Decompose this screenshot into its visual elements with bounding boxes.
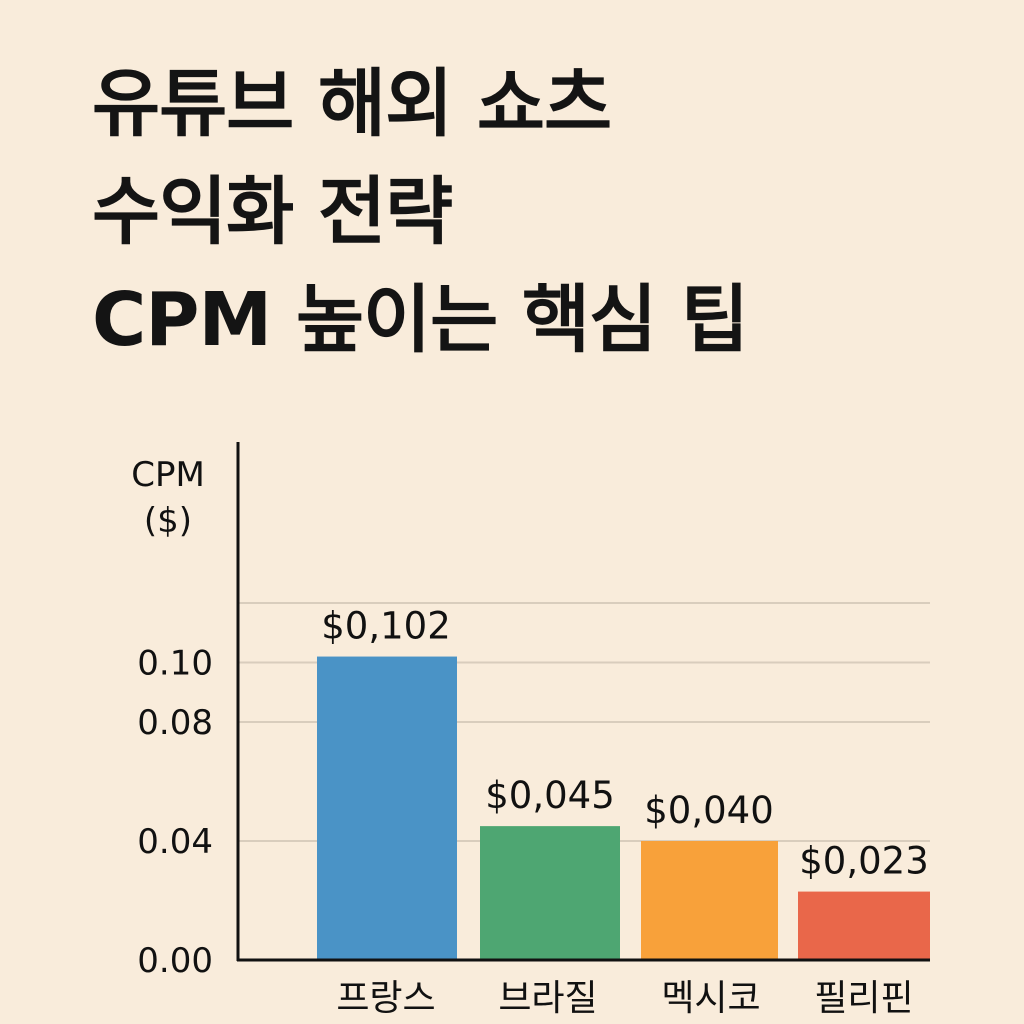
y-tick-label: 0.10 (137, 644, 213, 684)
bar-value-label: $0,045 (485, 774, 614, 817)
title-line-1: 유튜브 해외 쇼츠 (92, 61, 612, 147)
x-category-label: 필리핀 (814, 978, 913, 1019)
y-tick-label: 0.04 (137, 822, 213, 862)
x-category-label: 멕시코 (661, 978, 760, 1019)
bar-value-label: $0,040 (644, 789, 773, 832)
x-category-label: 프랑스 (336, 978, 435, 1019)
y-axis-title: CPM ($) (131, 455, 205, 541)
page-title: 유튜브 해외 쇼츠 수익화 전략 CPM 높이는 핵심 팁 (92, 50, 749, 374)
bar-value-label: $0,023 (799, 840, 928, 883)
y-axis-title-line: CPM (131, 455, 205, 495)
y-axis-title-line: ($) (144, 501, 192, 541)
title-line-2: 수익화 전략 (92, 169, 453, 255)
bar-2 (480, 826, 620, 960)
bar-1 (317, 656, 457, 960)
bar-value-label: $0,102 (321, 605, 450, 648)
y-tick-label: 0.00 (137, 941, 213, 981)
bar-4 (798, 891, 930, 960)
x-category-label: 브라질 (498, 978, 597, 1019)
title-line-3: CPM 높이는 핵심 팁 (92, 277, 749, 363)
bar-3 (641, 841, 778, 960)
y-tick-label: 0.08 (137, 703, 213, 743)
